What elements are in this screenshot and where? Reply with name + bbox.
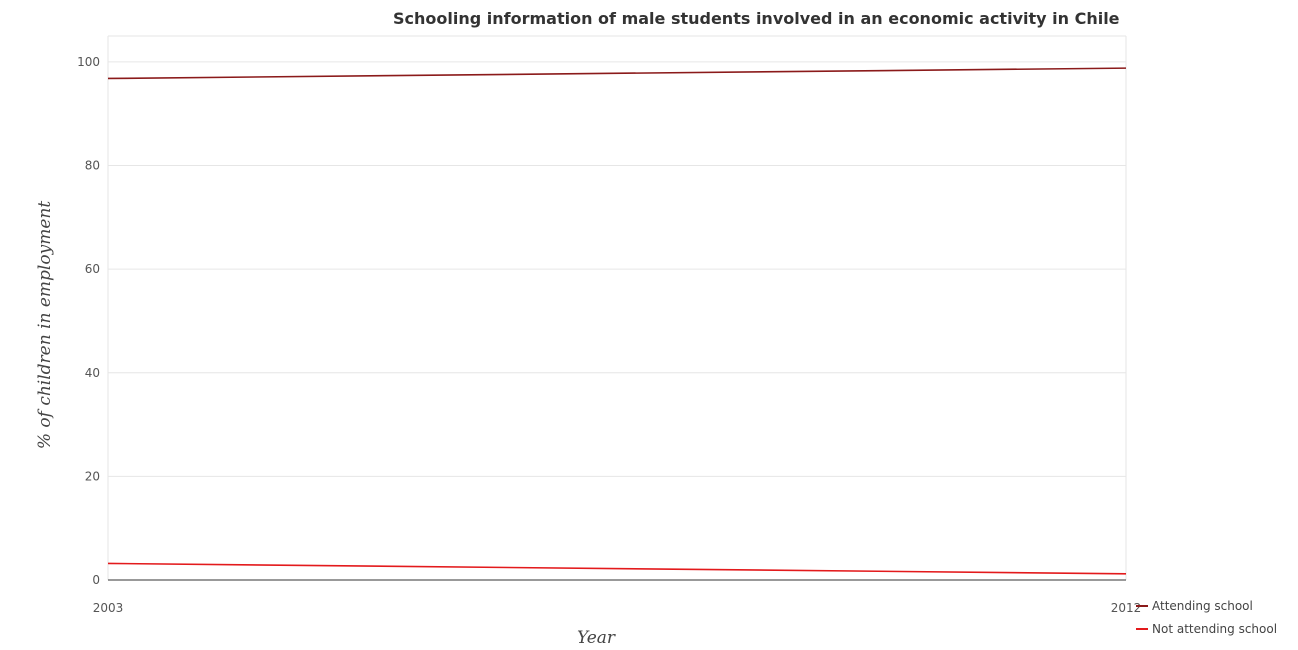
series-lines [107, 67, 1127, 575]
y-tick-label: 0 [92, 573, 100, 587]
x-tick-label: 2012 [1111, 601, 1142, 615]
axes: 0 20 40 60 80 100 2003 2012 [77, 35, 1142, 615]
series-line-not-attending-school [107, 562, 1127, 575]
y-tick-label: 80 [85, 159, 100, 173]
y-axis-title: % of children in employment [35, 201, 55, 450]
y-tick-label: 40 [85, 366, 100, 380]
legend-label: Not attending school [1152, 622, 1277, 636]
y-tick-label: 60 [85, 262, 100, 276]
y-tick-label: 100 [77, 55, 100, 69]
series-line-attending-school [107, 67, 1127, 80]
chart-title: Schooling information of male students i… [393, 9, 1120, 28]
legend-label: Attending school [1152, 599, 1253, 613]
gridlines [107, 36, 1127, 581]
x-tick-label: 2003 [93, 601, 124, 615]
legend: Attending school Not attending school [1136, 599, 1277, 636]
x-axis-title: Year [577, 628, 616, 648]
y-tick-label: 20 [85, 469, 100, 483]
